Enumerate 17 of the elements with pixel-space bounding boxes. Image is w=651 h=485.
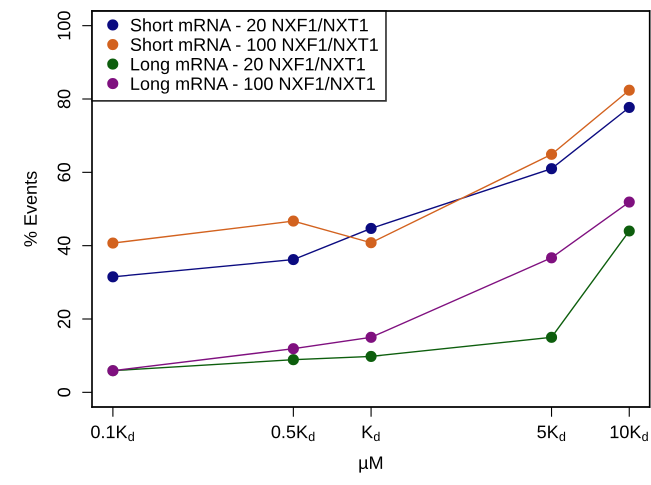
y-tick-label: 20: [58, 310, 70, 328]
x-tick-label: K$_{d}$: [362, 426, 380, 442]
x-tick-label: 10K$_{d}$: [610, 426, 648, 442]
x-tick-label: 0.1K$_{d}$: [91, 426, 134, 442]
legend-label: Long mRNA - 100 NXF1/NXT1: [131, 76, 375, 94]
legend-label: Short mRNA - 20 NXF1/NXT1: [130, 18, 368, 32]
y-tick-label: 60: [58, 162, 70, 182]
y-tick-label: 100: [58, 11, 70, 40]
y-tick-label: 80: [58, 90, 70, 108]
y-tick-label: 0: [58, 388, 70, 397]
y-tick-label: 40: [58, 236, 70, 256]
x-tick-label: 0.5K$_{d}$: [272, 426, 314, 442]
x-axis-title: µM: [359, 456, 382, 473]
legend-label: Short mRNA - 100 NXF1/NXT1: [130, 38, 378, 52]
x-tick-label: 5K$_{d}$: [537, 426, 566, 442]
legend-label: Long mRNA - 20 NXF1/NXT1: [131, 57, 365, 74]
y-axis-title: % Events: [24, 172, 37, 246]
